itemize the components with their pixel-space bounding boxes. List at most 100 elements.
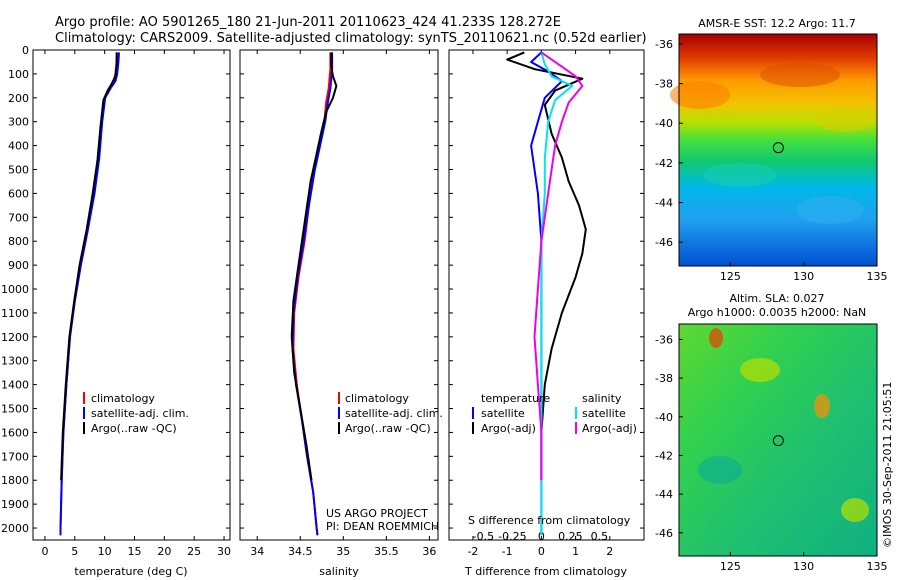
salinity-xlabel: salinity <box>319 565 359 578</box>
sla-map-lon-label: 130 <box>793 560 814 573</box>
sla-blob-3 <box>740 358 780 382</box>
depth-tick-label: 700 <box>8 211 29 224</box>
depth-tick-label: 1500 <box>1 403 29 416</box>
sst-map-texture <box>670 63 875 224</box>
sst-map-panel: AMSR-E SST: 12.2 Argo: 11.7 125 130 135 -36… <box>655 17 887 283</box>
sst-map-argo-marker <box>772 142 784 154</box>
s-difference-tick-label: 0.25 <box>558 530 583 543</box>
sla-blob-2 <box>814 394 830 418</box>
temperature-xtick-label: 0 <box>41 545 48 558</box>
temperature-xtick-label: 10 <box>98 545 112 558</box>
temperature-lines <box>59 52 120 536</box>
depth-tick-label: 1800 <box>1 474 29 487</box>
sla-map-lat-label: -42 <box>655 449 673 462</box>
s-difference-tick-label: -0.25 <box>498 530 526 543</box>
sla-blob-4 <box>841 498 869 522</box>
depth-tick-label: 100 <box>8 68 29 81</box>
difference-series-line <box>506 51 587 481</box>
sla-map-texture <box>698 328 869 522</box>
temperature-legend-satellite: satellite-adj. clim. <box>91 407 189 420</box>
salinity-axes: 34 34.5 35 35.5 36 <box>240 49 438 558</box>
figure-title-line1: Argo profile: AO 5901265_180 21-Jun-2011… <box>55 15 561 30</box>
difference-xlabel: T difference from climatology <box>464 565 627 578</box>
depth-tick-label: 600 <box>8 187 29 200</box>
salinity-plot-frame <box>239 49 439 541</box>
salinity-xtick-label: 35.5 <box>374 545 399 558</box>
sst-map-lon-label: 135 <box>867 270 888 283</box>
credit-project: US ARGO PROJECT <box>326 507 428 520</box>
salinity-lines <box>290 52 338 536</box>
temperature-xtick-label: 5 <box>71 545 78 558</box>
sst-map-lat-label: -46 <box>655 236 673 249</box>
salinity-xtick-label: 36 <box>422 545 436 558</box>
sst-blob-4 <box>704 163 776 187</box>
difference-xtick-label: 1 <box>572 545 579 558</box>
depth-tick-label: 900 <box>8 259 29 272</box>
depth-tick-label: 0 <box>22 44 29 57</box>
salinity-xtick-label: 34.5 <box>288 545 313 558</box>
salinity-legend-satellite: satellite-adj. clim. <box>345 407 443 420</box>
sla-map-argo-marker <box>772 435 784 447</box>
sst-blob-5 <box>796 196 864 224</box>
sst-map-lon-label: 130 <box>793 270 814 283</box>
sst-blob-2 <box>760 63 840 87</box>
depth-tick-label: 800 <box>8 235 29 248</box>
difference-top-axis-label: S difference from climatology <box>468 514 631 527</box>
sla-map-field <box>679 324 877 556</box>
temperature-panel: 0100200300400500600700800900100011001200… <box>1 44 231 578</box>
sst-map-lon-label: 125 <box>720 270 741 283</box>
sst-map-lat-label: -42 <box>655 157 673 170</box>
depth-tick-label: 500 <box>8 164 29 177</box>
depth-tick-label: 2000 <box>1 522 29 535</box>
s-difference-tick-label: 0 <box>538 530 545 543</box>
salinity-xtick-label: 35 <box>336 545 350 558</box>
depth-tick-label: 1200 <box>1 331 29 344</box>
sst-map-lat-label: -40 <box>655 117 673 130</box>
temperature-xtick-label: 25 <box>187 545 201 558</box>
difference-xtick-label: 2 <box>606 545 613 558</box>
difference-legend-s-satellite: satellite <box>582 407 626 420</box>
depth-tick-label: 300 <box>8 116 29 129</box>
depth-tick-label: 1700 <box>1 450 29 463</box>
salinity-legend: climatology satellite-adj. clim. Argo(..… <box>338 392 443 435</box>
sst-map-lat-label: -38 <box>655 78 673 91</box>
difference-xtick-label: -2 <box>467 545 478 558</box>
difference-series-line <box>533 51 584 481</box>
salinity-legend-climatology: climatology <box>345 392 409 405</box>
depth-tick-label: 1600 <box>1 426 29 439</box>
depth-tick-label: 200 <box>8 92 29 105</box>
sla-blob-1 <box>709 328 723 348</box>
sla-map-title-line1: Altim. SLA: 0.027 <box>729 292 824 305</box>
temperature-legend-argo: Argo(..raw -QC) <box>91 422 177 435</box>
sla-blob-5 <box>698 456 742 484</box>
difference-lines <box>506 51 587 536</box>
difference-legend-t-argo: Argo(-adj) <box>481 422 536 435</box>
sst-blob-1 <box>670 81 730 109</box>
sla-map-lat-label: -38 <box>655 372 673 385</box>
timestamp-credit: ©IMOS 30-Sep-2011 21:05:51 <box>881 382 894 548</box>
temperature-plot-frame <box>32 49 231 541</box>
temperature-legend: climatology satellite-adj. clim. Argo(..… <box>83 392 189 435</box>
difference-legend-s-argo: Argo(-adj) <box>582 422 637 435</box>
salinity-panel: 34 34.5 35 35.5 36 climatology satellite-adj… <box>239 49 443 578</box>
salinity-series-line <box>290 52 338 481</box>
temperature-xtick-label: 30 <box>217 545 231 558</box>
s-difference-tick-label: -0.5 <box>473 530 494 543</box>
sst-blob-3 <box>815 108 875 132</box>
sla-map-lat-label: -44 <box>655 488 673 501</box>
difference-legend-t-satellite: satellite <box>481 407 525 420</box>
difference-panel: -2 -1 0 1 2 -0.5 -0.25 0 0.25 0.5 temperature sat… <box>448 49 645 578</box>
depth-tick-label: 1900 <box>1 498 29 511</box>
figure-title-line2: Climatology: CARS2009. Satellite-adjuste… <box>55 31 647 46</box>
s-difference-tick-label: 0.5 <box>591 530 609 543</box>
difference-plot-frame <box>448 49 645 541</box>
sst-map-title: AMSR-E SST: 12.2 Argo: 11.7 <box>698 17 856 30</box>
credit-pi: PI: DEAN ROEMMICH <box>326 520 439 533</box>
difference-xtick-label: -1 <box>502 545 513 558</box>
sla-map-lon-label: 125 <box>720 560 741 573</box>
sla-map-lon-label: 135 <box>867 560 888 573</box>
difference-series-line <box>540 52 574 536</box>
sla-map-panel: Altim. SLA: 0.027 Argo h1000: 0.0035 h20… <box>655 292 887 573</box>
difference-legend-salinity-title: salinity <box>582 392 622 405</box>
